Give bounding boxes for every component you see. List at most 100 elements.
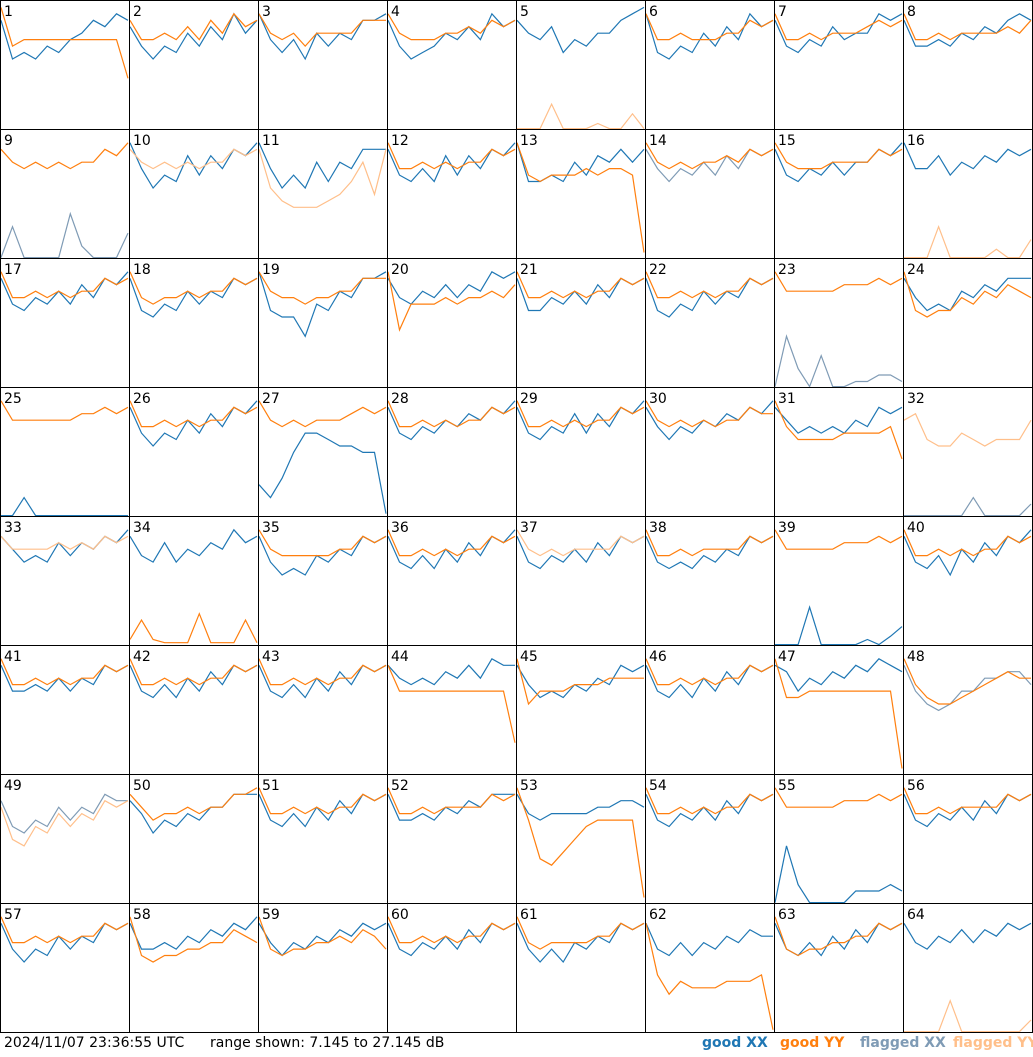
panel-label: 6 — [649, 4, 658, 20]
spectrum-line — [774, 142, 903, 170]
spectrum-line — [516, 535, 645, 570]
spectrum-line — [258, 149, 387, 208]
spectrum-line — [645, 148, 774, 183]
spectrum-line — [645, 400, 773, 428]
spectrum-line — [387, 787, 516, 815]
panel-label: 43 — [262, 649, 280, 665]
legend-label: good XX — [702, 1035, 768, 1051]
panel-label: 37 — [520, 520, 538, 536]
panel-label: 34 — [133, 520, 151, 536]
spectrum-line — [774, 271, 903, 292]
spectrum-line — [645, 923, 774, 1030]
panel-label: 5 — [520, 4, 529, 20]
spectrum-line — [774, 916, 903, 957]
spectrum-line — [129, 12, 258, 60]
panel-label: 60 — [391, 907, 409, 923]
panel-label: 10 — [133, 133, 151, 149]
panel-label: 8 — [907, 4, 916, 20]
spectrum-line — [258, 142, 386, 190]
spectrum-line — [775, 605, 903, 646]
spectrum-line — [129, 793, 257, 835]
panel-label: 48 — [907, 649, 925, 665]
panel-label: 58 — [133, 907, 151, 923]
panel-label: 42 — [133, 649, 151, 665]
panel-label: 52 — [391, 778, 409, 794]
panel-label: 15 — [778, 133, 796, 149]
panel-label: 64 — [907, 907, 925, 923]
spectrum-line — [129, 12, 258, 41]
spectrum-line — [903, 271, 1032, 318]
spectrum-line — [516, 400, 645, 428]
spectrum-line — [904, 998, 1032, 1033]
spectrum-line — [0, 658, 129, 686]
spectrum-line — [129, 658, 258, 686]
panel-label: 50 — [133, 778, 151, 794]
spectrum-line — [774, 658, 903, 693]
spectrum-line — [387, 13, 516, 41]
spectrum-line — [516, 6, 645, 54]
spectrum-line — [774, 845, 903, 904]
spectrum-line — [774, 13, 903, 41]
spectrum-line — [387, 657, 515, 686]
spectrum-line — [645, 923, 773, 957]
panel-label: 61 — [520, 907, 538, 923]
spectrum-line — [387, 400, 516, 428]
panel-label: 12 — [391, 133, 409, 149]
legend-label: flagged XX — [860, 1035, 946, 1051]
panel-label: 2 — [133, 4, 142, 20]
spectrum-line — [645, 271, 774, 299]
panel-label: 14 — [649, 133, 667, 149]
spectrum-line — [774, 334, 903, 388]
panel-label: 23 — [778, 262, 796, 278]
spectrum-line — [645, 142, 774, 170]
legend-label: good YY — [780, 1035, 845, 1051]
spectrum-line — [129, 916, 258, 963]
panel-label: 20 — [391, 262, 409, 278]
spectrum-line — [774, 400, 903, 460]
spectrum-line — [774, 922, 903, 957]
spectrum-line — [258, 658, 387, 686]
spectrum-line — [129, 148, 258, 170]
panel-label: 35 — [262, 520, 280, 536]
spectrum-line — [645, 529, 774, 557]
spectrum-line — [387, 916, 516, 944]
panel-label: 4 — [391, 4, 400, 20]
spectrum-line — [516, 787, 645, 898]
panel-label: 38 — [649, 520, 667, 536]
panel-label: 45 — [520, 649, 538, 665]
panel-label: 39 — [778, 520, 796, 536]
spectrum-line — [387, 270, 516, 305]
spectrum-line — [774, 787, 903, 808]
spectrum-line — [0, 535, 129, 550]
spectrum-line — [258, 787, 387, 815]
panel-label: 16 — [907, 133, 925, 149]
panel-label: 53 — [520, 778, 538, 794]
spectrum-line — [903, 665, 1032, 712]
panel-label: 54 — [649, 778, 667, 794]
panel-label: 1 — [4, 4, 13, 20]
panel-label: 7 — [778, 4, 787, 20]
panel-border — [903, 0, 1033, 130]
spectrum-line — [129, 400, 258, 428]
panel-label: 3 — [262, 4, 271, 20]
panel-label: 29 — [520, 391, 538, 407]
spectrum-line — [387, 529, 516, 557]
panel-label: 24 — [907, 262, 925, 278]
panel-label: 9 — [4, 133, 13, 149]
spectrum-line — [516, 142, 645, 183]
panel-label: 31 — [778, 391, 796, 407]
panel-label: 28 — [391, 391, 409, 407]
spectrum-line — [129, 271, 258, 305]
spectrum-line — [129, 277, 258, 318]
spectrum-line — [258, 13, 386, 47]
spectrum-line — [516, 142, 645, 253]
panel-label: 62 — [649, 907, 667, 923]
panel-border — [0, 0, 130, 130]
panel-label: 27 — [262, 391, 280, 407]
spectrum-line — [387, 271, 516, 332]
spectrum-line — [129, 916, 258, 950]
spectrum-line — [903, 277, 1031, 312]
panel-label: 17 — [4, 262, 22, 278]
spectrum-line — [645, 787, 774, 815]
